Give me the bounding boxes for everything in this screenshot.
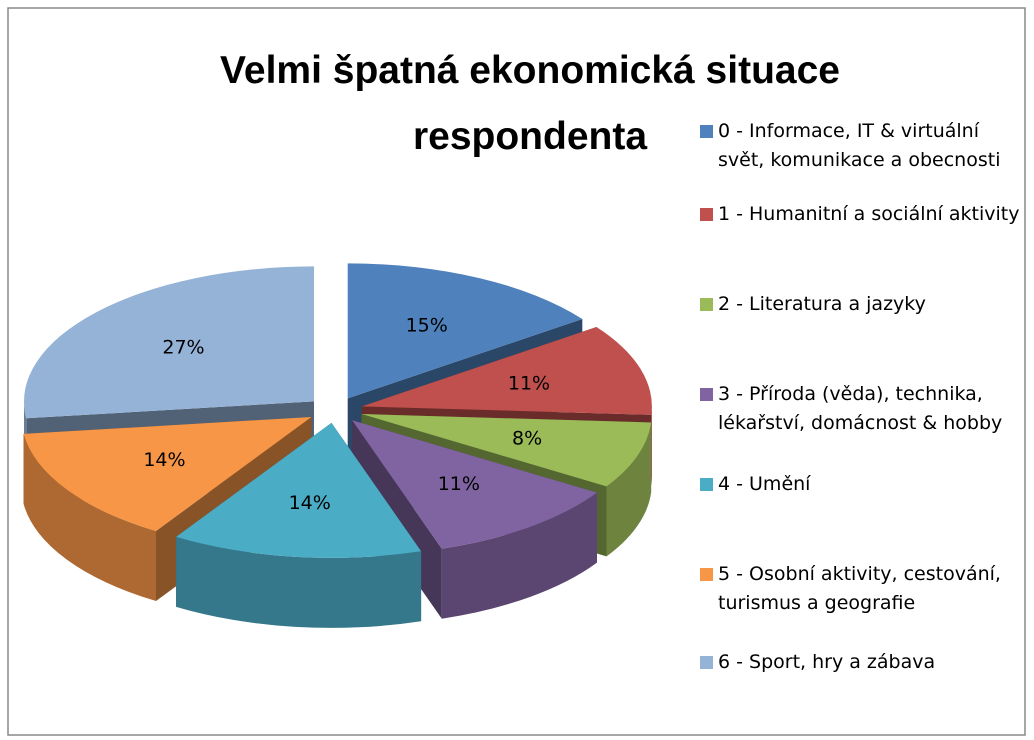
legend-label: 5 - Osobní aktivity, cestování, turismus…: [718, 563, 1001, 614]
data-label: 14%: [143, 449, 185, 471]
legend-item: 5 - Osobní aktivity, cestování, turismus…: [700, 560, 1025, 618]
slice-wall: [441, 492, 597, 619]
data-label: 8%: [512, 428, 542, 450]
legend-label: 3 - Příroda (věda), technika, lékařství,…: [718, 383, 1003, 434]
slice-wall: [651, 406, 652, 485]
data-label: 11%: [438, 473, 480, 495]
data-label: 11%: [508, 372, 550, 394]
legend-swatch: [700, 568, 713, 581]
legend-swatch: [700, 656, 713, 669]
slice-top: [176, 422, 422, 558]
data-label: 27%: [162, 336, 204, 358]
slice-top: [23, 417, 312, 531]
legend-swatch: [700, 298, 713, 311]
chart-title: Velmi špatná ekonomická situace responde…: [220, 49, 840, 158]
legend-swatch: [700, 478, 713, 491]
slice-top: [361, 327, 652, 415]
slice-wall: [176, 536, 422, 628]
legend-label: 4 - Umění: [718, 473, 811, 495]
legend-swatch: [700, 125, 713, 138]
slice-top: [352, 420, 597, 549]
legend-swatch: [700, 388, 713, 401]
slice-top: [24, 266, 315, 419]
legend-item: 0 - Informace, IT & virtuální svět, komu…: [700, 117, 1025, 175]
slice-wall: [606, 422, 652, 557]
data-label: 15%: [406, 315, 448, 337]
data-label: 14%: [289, 492, 331, 514]
chart-border: [7, 7, 1026, 736]
legend-label: 2 - Literatura a jazyky: [718, 293, 926, 315]
pie-slice: 14%: [176, 422, 422, 628]
legend-item: 2 - Literatura a jazyky: [700, 290, 1025, 319]
slice-top: [347, 263, 583, 399]
legend-swatch: [700, 208, 713, 221]
legend-item: 1 - Humanitní a sociální aktivity: [700, 200, 1025, 229]
slice-top: [361, 414, 652, 487]
legend-item: 3 - Příroda (věda), technika, lékařství,…: [700, 380, 1025, 438]
legend-item: 6 - Sport, hry a zábava: [700, 648, 1025, 677]
legend-label: 0 - Informace, IT & virtuální svět, komu…: [718, 120, 1001, 171]
slice-wall: [23, 433, 156, 601]
legend-label: 1 - Humanitní a sociální aktivity: [718, 203, 1020, 225]
legend-item: 4 - Umění: [700, 470, 1025, 499]
legend-label: 6 - Sport, hry a zábava: [718, 651, 936, 673]
